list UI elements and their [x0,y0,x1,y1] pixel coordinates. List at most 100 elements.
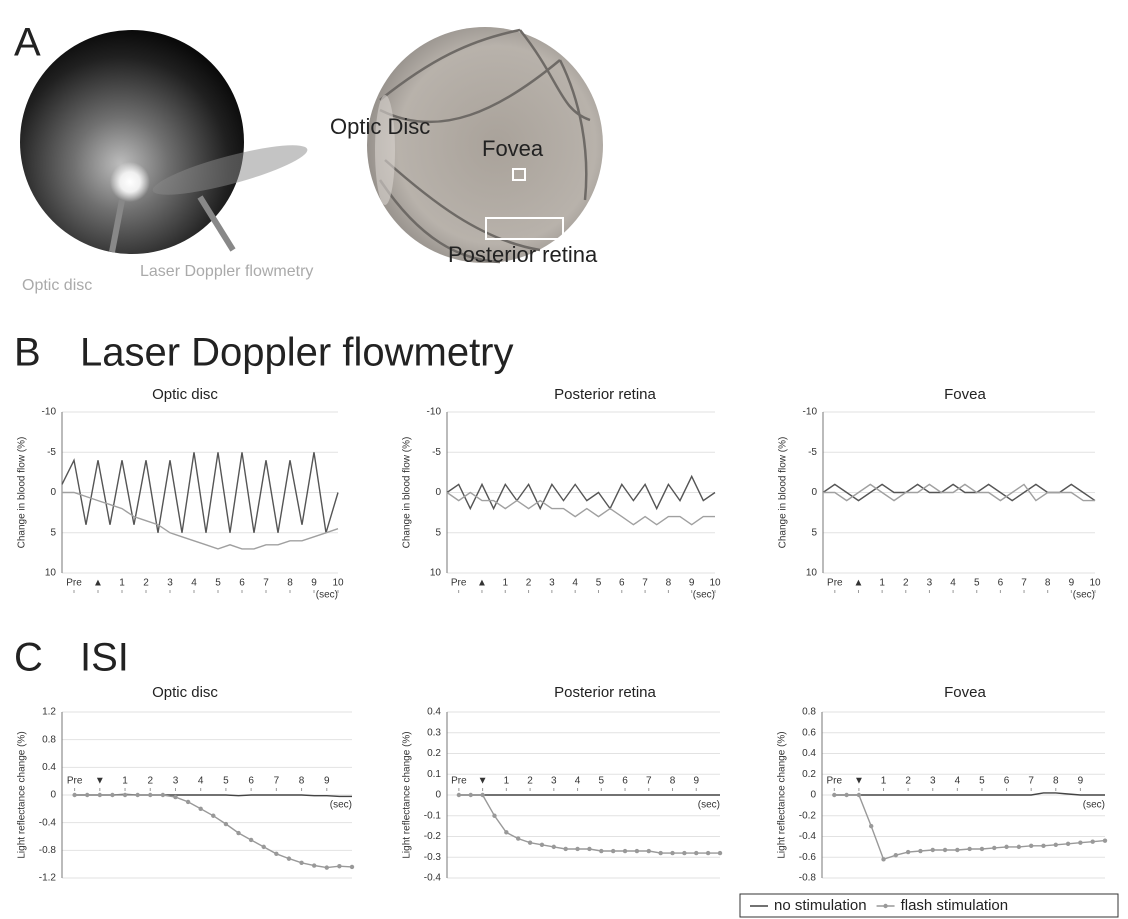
series-marker [350,865,354,869]
series-marker [980,847,984,851]
panel-letter: B [14,331,41,375]
series-marker [236,831,240,835]
x-tick-label: 7 [646,776,652,787]
series-marker [694,851,698,855]
series-marker [955,848,959,852]
x-tick-label: 7 [642,578,648,589]
x-tick-label: ▲ [93,578,103,589]
series-marker [943,848,947,852]
x-tick-label: 9 [1078,776,1084,787]
x-tick-label: 9 [1069,578,1075,589]
series-marker [1066,842,1070,846]
x-tick-label: 6 [1004,776,1010,787]
y-tick-label: -0.4 [39,817,57,828]
y-tick-label: -0.3 [424,852,442,863]
panel-title: ISI [80,636,129,680]
chart-title: Fovea [944,684,986,701]
x-tick-label: 1 [879,578,885,589]
x-tick-label: 8 [666,578,672,589]
series-line [62,493,338,549]
y-tick-label: 0.2 [802,769,816,780]
series-marker [931,848,935,852]
chart-title: Optic disc [152,684,218,701]
y-tick-label: 0.8 [42,734,56,745]
y-tick-label: -1.2 [39,873,57,884]
series-marker [161,793,165,797]
series-marker [575,847,579,851]
x-tick-label: 5 [223,776,229,787]
y-tick-label: 0.4 [42,762,56,773]
series-line [459,795,720,853]
y-axis-label: Change in blood flow (%) [17,437,28,549]
y-tick-label: 0 [435,790,441,801]
series-marker [211,814,215,818]
series-marker [832,793,836,797]
series-marker [1090,839,1094,843]
x-tick-label: 3 [549,578,555,589]
series-marker [249,838,253,842]
y-tick-label: -5 [432,447,441,458]
series-marker [682,851,686,855]
series-marker [148,793,152,797]
x-tick-label: 1 [881,776,887,787]
y-tick-label: 0 [811,487,817,498]
y-tick-label: 5 [811,527,817,538]
series-marker [587,847,591,851]
x-tick-label: 8 [299,776,305,787]
x-tick-label: 7 [263,578,269,589]
x-tick-label: 1 [119,578,125,589]
series-marker [504,830,508,834]
y-tick-label: 5 [50,527,56,538]
x-tick-label: 5 [596,578,602,589]
y-tick-label: 5 [435,527,441,538]
series-marker [635,849,639,853]
series-marker [1078,841,1082,845]
series-marker [516,836,520,840]
x-tick-label: Pre [827,578,843,589]
y-tick-label: -0.1 [424,810,442,821]
y-tick-label: 0.3 [427,727,441,738]
series-marker [647,849,651,853]
x-tick-label: 9 [693,776,699,787]
x-tick-label: 5 [599,776,605,787]
series-marker [198,807,202,811]
image-label: Optic disc [22,277,92,294]
x-tick-label: 1 [504,776,510,787]
series-line [62,452,338,533]
x-tick-label: Pre [827,776,843,787]
x-tick-label: 10 [332,578,344,589]
series-marker [1029,844,1033,848]
series-marker [312,863,316,867]
y-tick-label: 0.1 [427,769,441,780]
y-tick-label: 10 [45,568,57,579]
panel-letter: A [14,21,41,65]
x-tick-label: ▼ [478,776,488,787]
x-tick-label: 2 [526,578,532,589]
x-tick-label: 4 [950,578,956,589]
series-marker [262,845,266,849]
series-marker [563,847,567,851]
y-tick-label: -5 [47,447,56,458]
legend-label: flash stimulation [901,897,1009,914]
x-tick-label: ▼ [95,776,105,787]
series-marker [1041,844,1045,848]
series-marker [492,814,496,818]
x-tick-label: Pre [66,578,82,589]
series-marker [469,793,473,797]
x-tick-label: 9 [311,578,317,589]
x-tick-label: 3 [167,578,173,589]
x-tick-label: 4 [575,776,581,787]
x-tick-label: 8 [1053,776,1059,787]
series-marker [528,841,532,845]
x-tick-label: 8 [670,776,676,787]
x-tick-label: 3 [551,776,557,787]
image-label: Laser Doppler flowmetry [140,263,313,280]
series-marker [110,793,114,797]
x-tick-label: 7 [1028,776,1034,787]
y-tick-label: -0.8 [799,873,817,884]
legend-label: no stimulation [774,897,867,914]
y-tick-label: -0.8 [39,845,57,856]
x-tick-label: ▼ [854,776,864,787]
optic-disc-photo [20,30,311,254]
x-tick-label: 4 [191,578,197,589]
